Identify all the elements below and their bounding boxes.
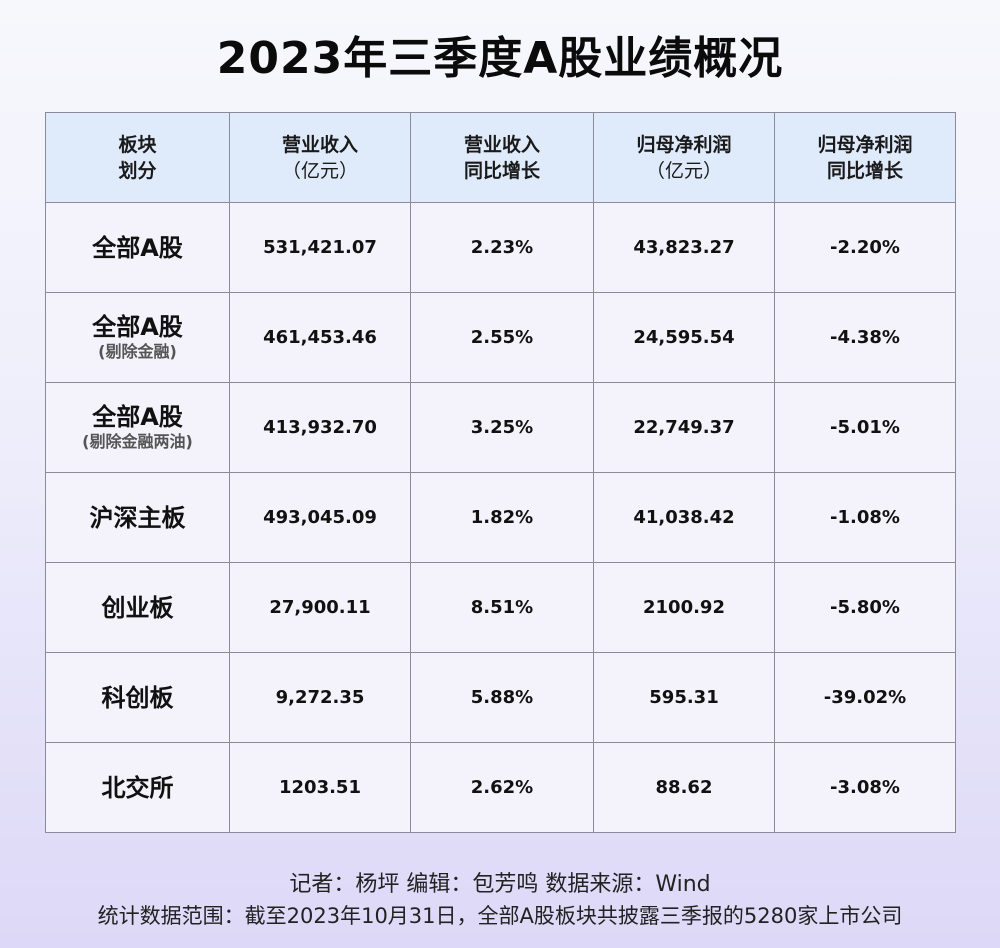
category-label: 北交所 <box>101 773 174 802</box>
cell-net-profit-yoy: -1.08% <box>774 472 956 563</box>
header-net-profit: 归母净利润 （亿元） <box>593 112 775 203</box>
cell-revenue: 531,421.07 <box>229 202 411 293</box>
header-net-profit-line2: （亿元） <box>645 159 722 182</box>
cell-category: 北交所 <box>45 742 230 833</box>
table-row: 全部A股 (剔除金融) 461,453.46 2.55% 24,595.54 -4.38% <box>45 292 956 383</box>
header-revenue-line2: （亿元） <box>281 159 358 182</box>
cell-category: 全部A股 (剔除金融两油) <box>45 382 230 473</box>
cell-revenue: 461,453.46 <box>229 292 411 383</box>
header-net-profit-yoy-line2: 同比增长 <box>826 159 903 182</box>
table-body: 全部A股 531,421.07 2.23% 43,823.27 -2.20% 全部A股 (剔… <box>45 202 956 833</box>
cell-revenue-yoy: 8.51% <box>410 562 594 653</box>
category-note: (剔除金融) <box>98 341 177 361</box>
header-category-line2: 划分 <box>118 159 157 182</box>
cell-revenue: 493,045.09 <box>229 472 411 563</box>
cell-revenue: 9,272.35 <box>229 652 411 743</box>
cell-net-profit-yoy: -5.80% <box>774 562 956 653</box>
category-label: 沪深主板 <box>89 503 186 532</box>
cell-net-profit: 595.31 <box>593 652 775 743</box>
page-title: 2023年三季度A股业绩概况 <box>216 33 784 84</box>
table-row: 科创板 9,272.35 5.88% 595.31 -39.02% <box>45 652 956 743</box>
table-row: 北交所 1203.51 2.62% 88.62 -3.08% <box>45 742 956 833</box>
cell-category: 科创板 <box>45 652 230 743</box>
cell-net-profit: 43,823.27 <box>593 202 775 293</box>
category-label: 全部A股 <box>92 233 183 262</box>
header-category: 板块 划分 <box>45 112 230 203</box>
cell-revenue-yoy: 1.82% <box>410 472 594 563</box>
cell-net-profit-yoy: -39.02% <box>774 652 956 743</box>
cell-net-profit-yoy: -3.08% <box>774 742 956 833</box>
cell-net-profit-yoy: -4.38% <box>774 292 956 383</box>
cell-net-profit: 24,595.54 <box>593 292 775 383</box>
header-revenue-yoy-line2: 同比增长 <box>463 159 540 182</box>
category-label: 创业板 <box>101 593 174 622</box>
cell-revenue: 27,900.11 <box>229 562 411 653</box>
table-header-row: 板块 划分 营业收入 （亿元） 营业收入 同比增长 归母净利润 （亿元） 归母净… <box>45 112 956 203</box>
table-row: 创业板 27,900.11 8.51% 2100.92 -5.80% <box>45 562 956 653</box>
cell-net-profit: 22,749.37 <box>593 382 775 473</box>
cell-net-profit: 41,038.42 <box>593 472 775 563</box>
header-net-profit-yoy: 归母净利润 同比增长 <box>774 112 956 203</box>
header-net-profit-line1: 归母净利润 <box>636 133 732 156</box>
cell-net-profit-yoy: -2.20% <box>774 202 956 293</box>
table-row: 沪深主板 493,045.09 1.82% 41,038.42 -1.08% <box>45 472 956 563</box>
cell-category: 全部A股 <box>45 202 230 293</box>
footer-credits: 记者：杨坪 编辑：包芳鸣 数据来源：Wind <box>289 872 711 897</box>
header-revenue: 营业收入 （亿元） <box>229 112 411 203</box>
category-label: 科创板 <box>101 683 174 712</box>
table-row: 全部A股 (剔除金融两油) 413,932.70 3.25% 22,749.37 -5.0… <box>45 382 956 473</box>
performance-table: 板块 划分 营业收入 （亿元） 营业收入 同比增长 归母净利润 （亿元） 归母净… <box>45 112 956 833</box>
header-net-profit-yoy-line1: 归母净利润 <box>817 133 913 156</box>
cell-net-profit: 2100.92 <box>593 562 775 653</box>
cell-category: 全部A股 (剔除金融) <box>45 292 230 383</box>
header-category-line1: 板块 <box>118 133 157 156</box>
cell-revenue-yoy: 5.88% <box>410 652 594 743</box>
cell-revenue-yoy: 3.25% <box>410 382 594 473</box>
cell-revenue-yoy: 2.23% <box>410 202 594 293</box>
footer-scope: 统计数据范围：截至2023年10月31日，全部A股板块共披露三季报的5280家上… <box>97 904 903 928</box>
cell-revenue-yoy: 2.62% <box>410 742 594 833</box>
cell-revenue-yoy: 2.55% <box>410 292 594 383</box>
header-revenue-yoy-line1: 营业收入 <box>463 133 540 156</box>
cell-net-profit-yoy: -5.01% <box>774 382 956 473</box>
header-revenue-yoy: 营业收入 同比增长 <box>410 112 594 203</box>
header-revenue-line1: 营业收入 <box>281 133 358 156</box>
cell-net-profit: 88.62 <box>593 742 775 833</box>
category-label: 全部A股 <box>92 402 183 431</box>
cell-category: 创业板 <box>45 562 230 653</box>
cell-revenue: 413,932.70 <box>229 382 411 473</box>
cell-revenue: 1203.51 <box>229 742 411 833</box>
category-note: (剔除金融两油) <box>82 431 193 451</box>
category-label: 全部A股 <box>92 312 183 341</box>
table-row: 全部A股 531,421.07 2.23% 43,823.27 -2.20% <box>45 202 956 293</box>
cell-category: 沪深主板 <box>45 472 230 563</box>
